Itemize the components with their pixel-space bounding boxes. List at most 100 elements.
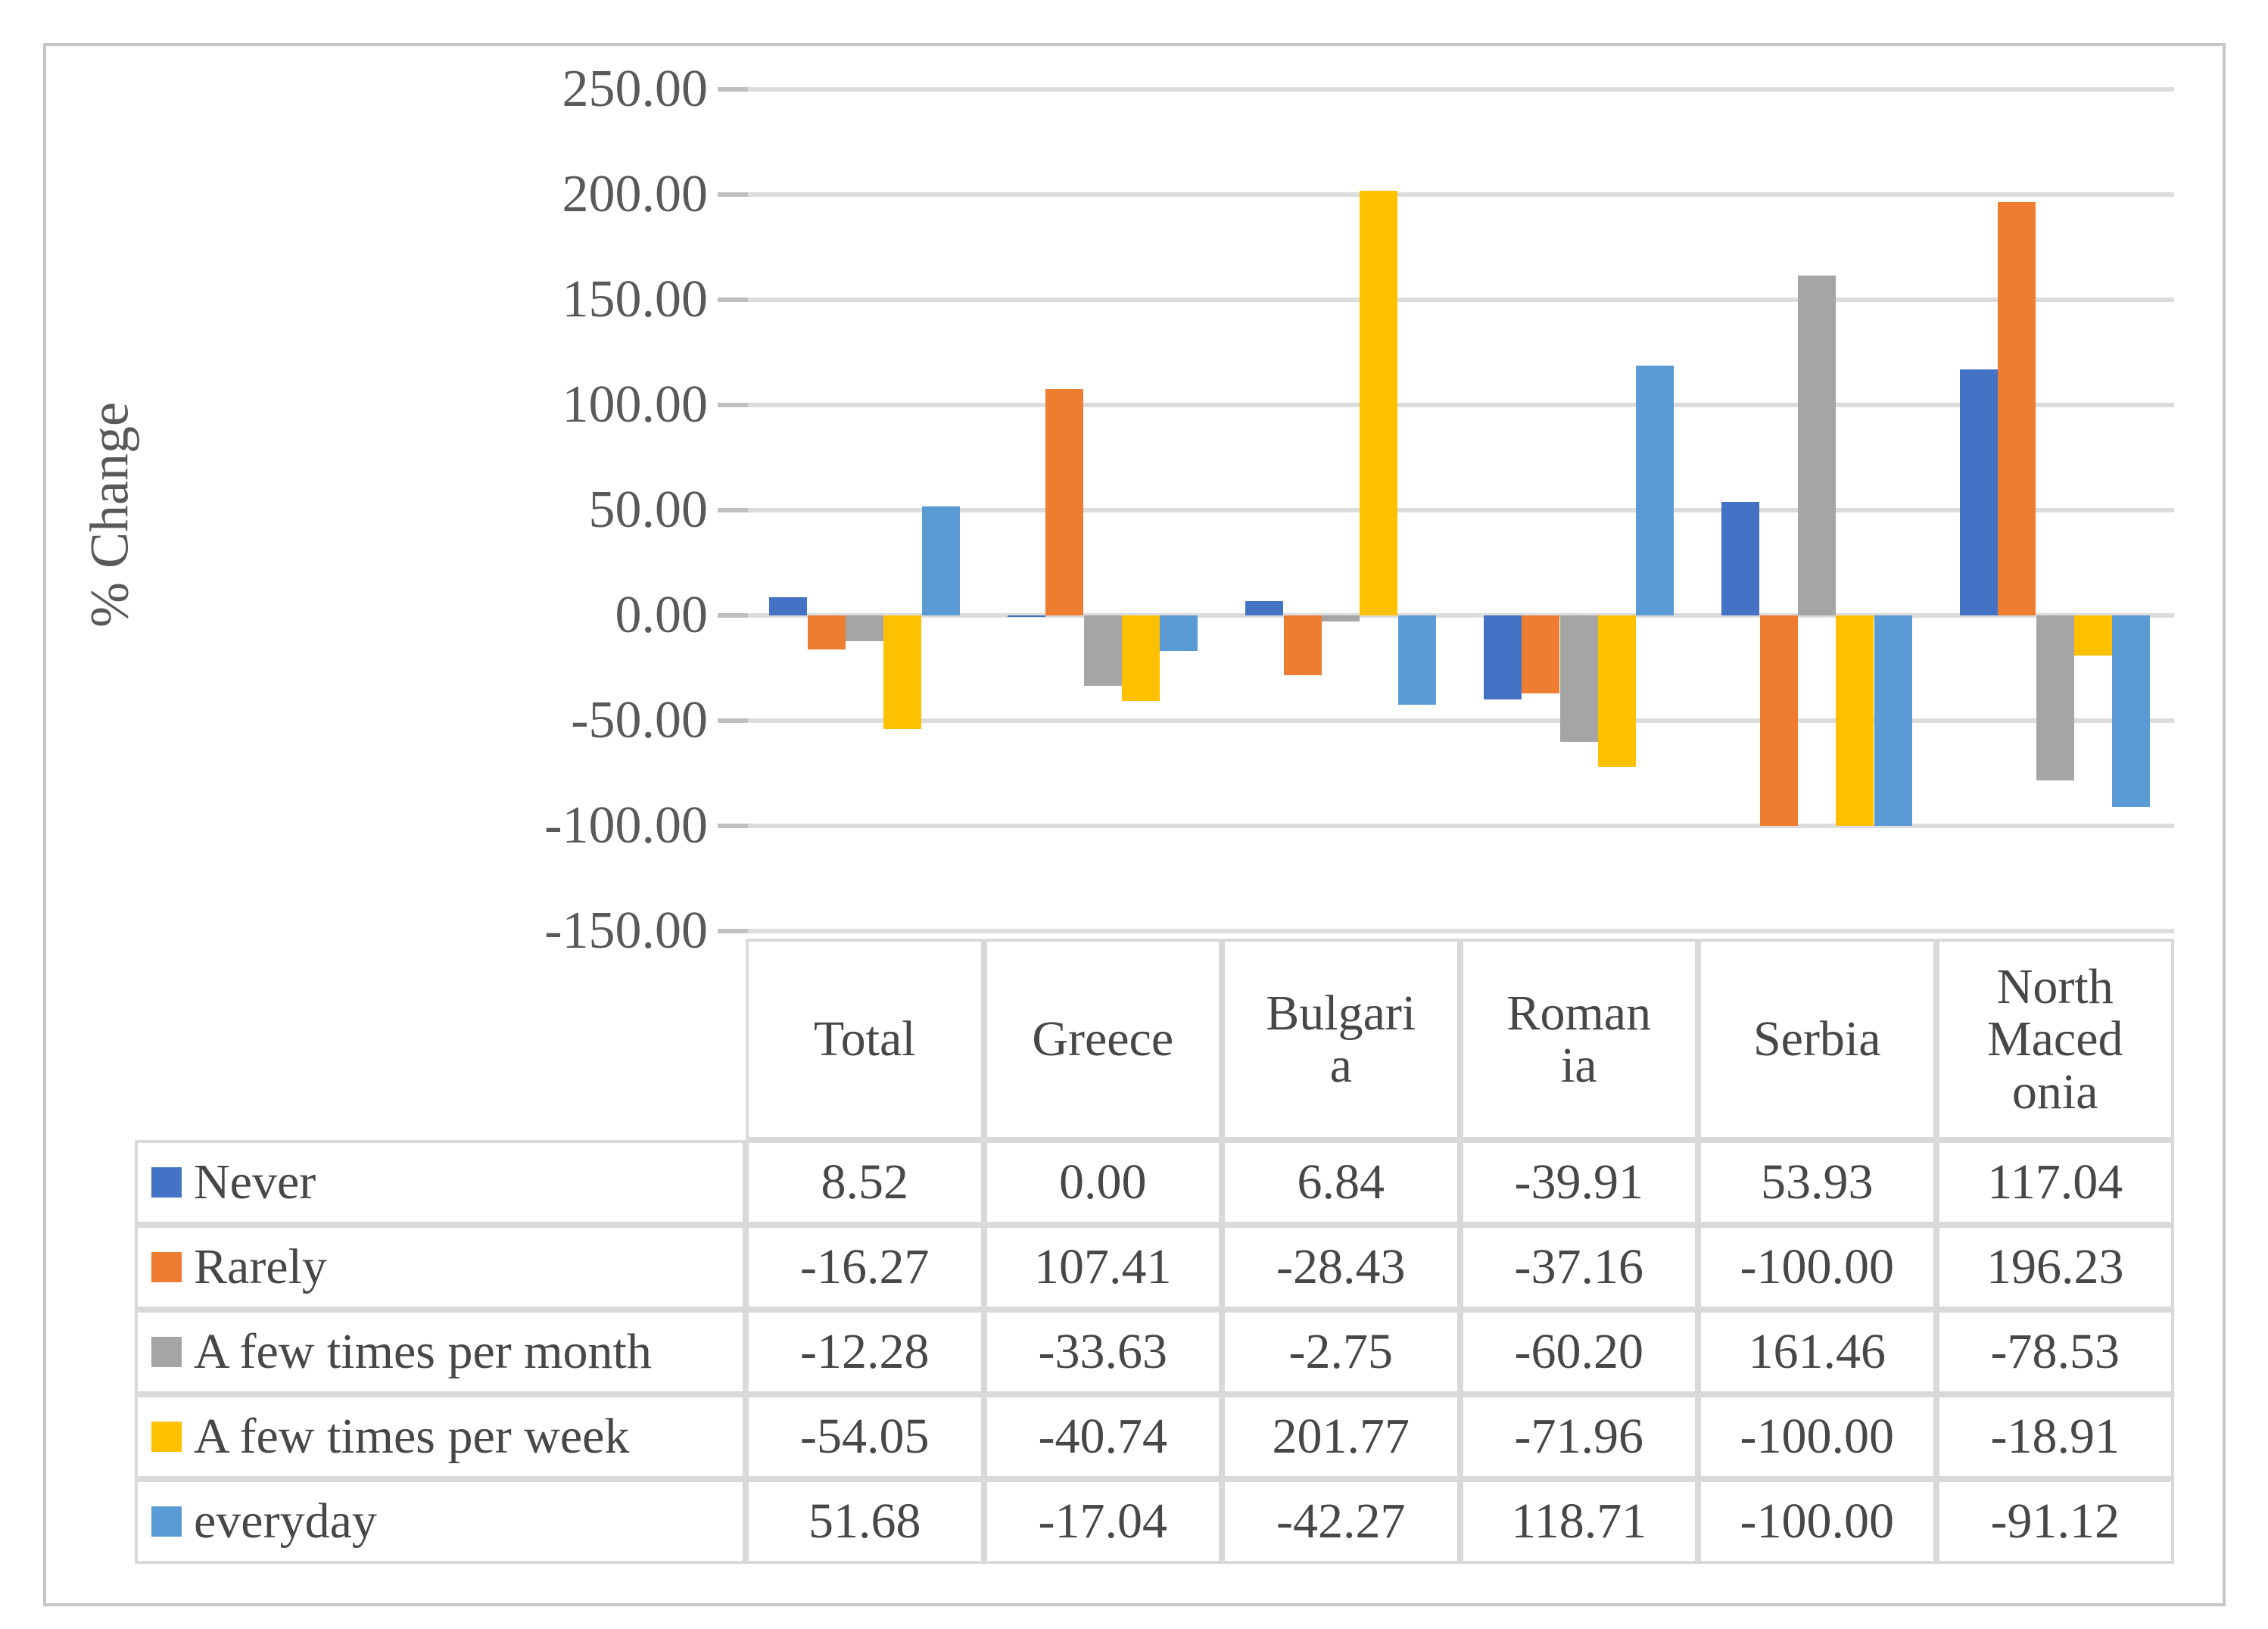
gridline xyxy=(746,508,2174,512)
table-value-cell: -40.74 xyxy=(983,1394,1222,1479)
bar-a-few-times-per-month-total xyxy=(846,615,883,641)
table-value-cell: 53.93 xyxy=(1698,1140,1936,1225)
table-value-cell: -100.00 xyxy=(1698,1225,1936,1310)
table-value-cell: 6.84 xyxy=(1222,1140,1460,1225)
table-header-cell: Roman ia xyxy=(1460,939,1698,1140)
table-header-cell: Serbia xyxy=(1698,939,1936,1140)
table-header-cell: Greece xyxy=(983,939,1222,1140)
bar-rarely-north-macedonia xyxy=(1998,202,2036,615)
y-axis-tick-mark xyxy=(718,403,748,407)
bar-everyday-greece xyxy=(1160,615,1198,651)
bar-everyday-north-macedonia xyxy=(2112,615,2150,807)
table-value-cell: -2.75 xyxy=(1222,1310,1460,1394)
table-value-cell: -16.27 xyxy=(746,1225,984,1310)
legend-swatch xyxy=(151,1506,182,1537)
table-value-cell: -71.96 xyxy=(1460,1394,1698,1479)
bar-never-total xyxy=(769,597,807,615)
y-axis-tick-label: 200.00 xyxy=(562,165,709,223)
table-value-cell: 117.04 xyxy=(1936,1140,2174,1225)
table-value-cell: -100.00 xyxy=(1698,1394,1936,1479)
table-value-cell: -78.53 xyxy=(1936,1310,2174,1394)
legend-label: Rarely xyxy=(194,1239,327,1295)
bar-a-few-times-per-week-greece xyxy=(1122,615,1160,701)
table-value-cell: -54.05 xyxy=(746,1394,984,1479)
y-axis-tick-mark xyxy=(718,824,748,828)
table-value-cell: -42.27 xyxy=(1222,1479,1460,1564)
bar-a-few-times-per-week-romania xyxy=(1598,615,1636,767)
table-value-cell: 51.68 xyxy=(746,1479,984,1564)
bar-a-few-times-per-month-north-macedonia xyxy=(2036,615,2074,780)
y-axis-tick-label: 0.00 xyxy=(615,586,709,644)
gridline xyxy=(746,297,2174,302)
bar-a-few-times-per-month-bulgaria xyxy=(1322,615,1360,621)
y-axis-tick-label: -150.00 xyxy=(544,902,708,960)
y-axis-tick-label: 50.00 xyxy=(588,481,709,539)
table-value-cell: -100.00 xyxy=(1698,1479,1936,1564)
y-axis-tick-label: 150.00 xyxy=(562,270,709,329)
table-value-cell: 118.71 xyxy=(1460,1479,1698,1564)
table-value-cell: 107.41 xyxy=(983,1225,1222,1310)
legend-label: A few times per month xyxy=(194,1324,652,1380)
bar-everyday-bulgaria xyxy=(1398,615,1436,705)
table-corner-blank xyxy=(135,939,746,1140)
table-row-label: Rarely xyxy=(135,1225,746,1310)
y-axis-tick-label: -50.00 xyxy=(571,691,708,749)
bar-a-few-times-per-month-serbia xyxy=(1798,276,1836,615)
bar-a-few-times-per-month-romania xyxy=(1560,615,1598,742)
y-axis-tick-label: 100.00 xyxy=(562,375,709,434)
bar-everyday-romania xyxy=(1636,366,1674,615)
y-axis-tick-mark xyxy=(718,87,748,92)
y-axis-title: % Change xyxy=(79,402,140,628)
legend-label: A few times per week xyxy=(194,1409,630,1465)
table-row-label: A few times per month xyxy=(135,1310,746,1394)
legend-swatch xyxy=(151,1337,182,1367)
gridline xyxy=(746,87,2174,92)
table-value-cell: 8.52 xyxy=(746,1140,984,1225)
bar-rarely-greece xyxy=(1045,389,1083,615)
bar-never-serbia xyxy=(1721,502,1759,615)
table-value-cell: -39.91 xyxy=(1460,1140,1698,1225)
table-row-label: Never xyxy=(135,1140,746,1225)
table-header-cell: Total xyxy=(746,939,984,1140)
table-value-cell: -18.91 xyxy=(1936,1394,2174,1479)
bar-rarely-total xyxy=(808,615,846,649)
table-value-cell: -37.16 xyxy=(1460,1225,1698,1310)
bar-rarely-romania xyxy=(1522,615,1559,693)
bar-a-few-times-per-week-serbia xyxy=(1836,615,1874,826)
table-header-cell: Bulgari a xyxy=(1222,939,1460,1140)
table-value-cell: 161.46 xyxy=(1698,1310,1936,1394)
gridline xyxy=(746,929,2174,933)
y-axis-tick-mark xyxy=(718,613,748,618)
bar-never-bulgaria xyxy=(1245,601,1283,615)
legend-label: Never xyxy=(194,1154,316,1210)
table-row-label: A few times per week xyxy=(135,1394,746,1479)
data-table: Total Greece Bulgari a Roman ia Serbia North … xyxy=(135,939,2174,1564)
table-value-cell: -91.12 xyxy=(1936,1479,2174,1564)
y-axis-tick-mark xyxy=(718,297,748,302)
bar-a-few-times-per-week-bulgaria xyxy=(1360,191,1397,615)
y-axis-tick-label: 250.00 xyxy=(562,60,709,118)
legend-swatch xyxy=(151,1422,182,1452)
legend-swatch xyxy=(151,1167,182,1198)
table-value-cell: 196.23 xyxy=(1936,1225,2174,1310)
table-value-cell: 0.00 xyxy=(983,1140,1222,1225)
gridline xyxy=(746,613,2174,618)
legend-swatch xyxy=(151,1252,182,1282)
y-axis-tick-mark xyxy=(718,718,748,723)
y-axis-tick-mark xyxy=(718,508,748,512)
table-value-cell: -28.43 xyxy=(1222,1225,1460,1310)
bar-never-greece xyxy=(1008,615,1045,617)
table-value-cell: 201.77 xyxy=(1222,1394,1460,1479)
bar-a-few-times-per-week-north-macedonia xyxy=(2074,615,2112,656)
y-axis-tick-mark xyxy=(718,192,748,197)
y-axis-tick-label: -100.00 xyxy=(544,796,708,855)
bar-everyday-total xyxy=(922,506,960,615)
bar-a-few-times-per-month-greece xyxy=(1084,615,1122,686)
bar-everyday-serbia xyxy=(1874,615,1912,826)
bar-never-romania xyxy=(1484,615,1522,699)
legend-label: everyday xyxy=(194,1494,377,1550)
gridline xyxy=(746,403,2174,407)
bar-never-north-macedonia xyxy=(1960,369,1998,615)
